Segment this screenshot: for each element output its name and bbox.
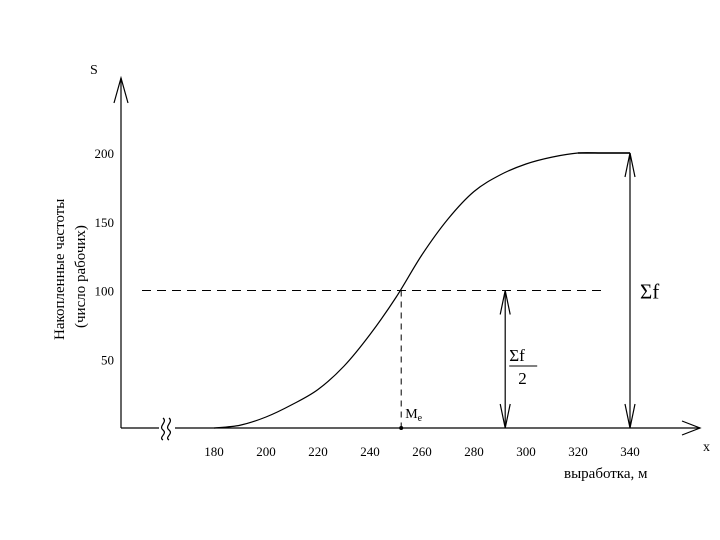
x-tick-label: 260	[412, 444, 432, 459]
sigma-half-numerator: Σf	[509, 346, 525, 365]
x-axis-label: выработка, м	[564, 466, 648, 482]
x-tick-label: 200	[256, 444, 276, 459]
annotation-arrows	[499, 152, 636, 429]
median-guides	[142, 290, 602, 430]
y-axis-symbol: S	[90, 63, 98, 78]
y-axis-label: Накопленные частоты (число рабочих)	[52, 199, 89, 340]
y-tick-label: 100	[95, 284, 115, 299]
x-tick-label: 180	[204, 444, 224, 459]
sigma-total-label: Σf	[640, 280, 659, 304]
y-axis-arrowhead	[113, 75, 129, 104]
x-tick-label: 300	[516, 444, 536, 459]
y-tick-labels: 50 100 150 200	[95, 146, 115, 367]
axis-break-marker	[159, 417, 175, 441]
median-point	[399, 426, 404, 430]
x-tick-labels: 180 200 220 240 260 280 300 320 340	[204, 444, 640, 459]
x-axis-arrowhead	[681, 420, 702, 436]
median-label-subscript: e	[418, 413, 423, 424]
x-tick-label: 280	[464, 444, 484, 459]
cumulative-frequency-line	[213, 152, 630, 429]
y-tick-label: 50	[101, 352, 114, 367]
y-tick-label: 150	[95, 215, 115, 230]
sigma-half-denominator: 2	[518, 369, 527, 388]
y-axis	[113, 75, 129, 428]
y-axis-label-line1: Накопленные частоты	[52, 199, 68, 340]
y-tick-label: 200	[95, 146, 115, 161]
x-tick-label: 220	[308, 444, 328, 459]
series-group	[213, 152, 630, 429]
x-tick-label: 240	[360, 444, 380, 459]
half-total-arrow	[499, 290, 511, 429]
y-axis-label-line2: (число рабочих)	[73, 225, 89, 328]
median-label: Me	[405, 407, 422, 424]
total-arrow	[624, 152, 636, 429]
x-axis	[121, 420, 702, 436]
x-axis-symbol: x	[703, 440, 710, 455]
x-tick-label: 320	[568, 444, 588, 459]
x-tick-label: 340	[620, 444, 640, 459]
median-label-main: M	[405, 407, 418, 422]
